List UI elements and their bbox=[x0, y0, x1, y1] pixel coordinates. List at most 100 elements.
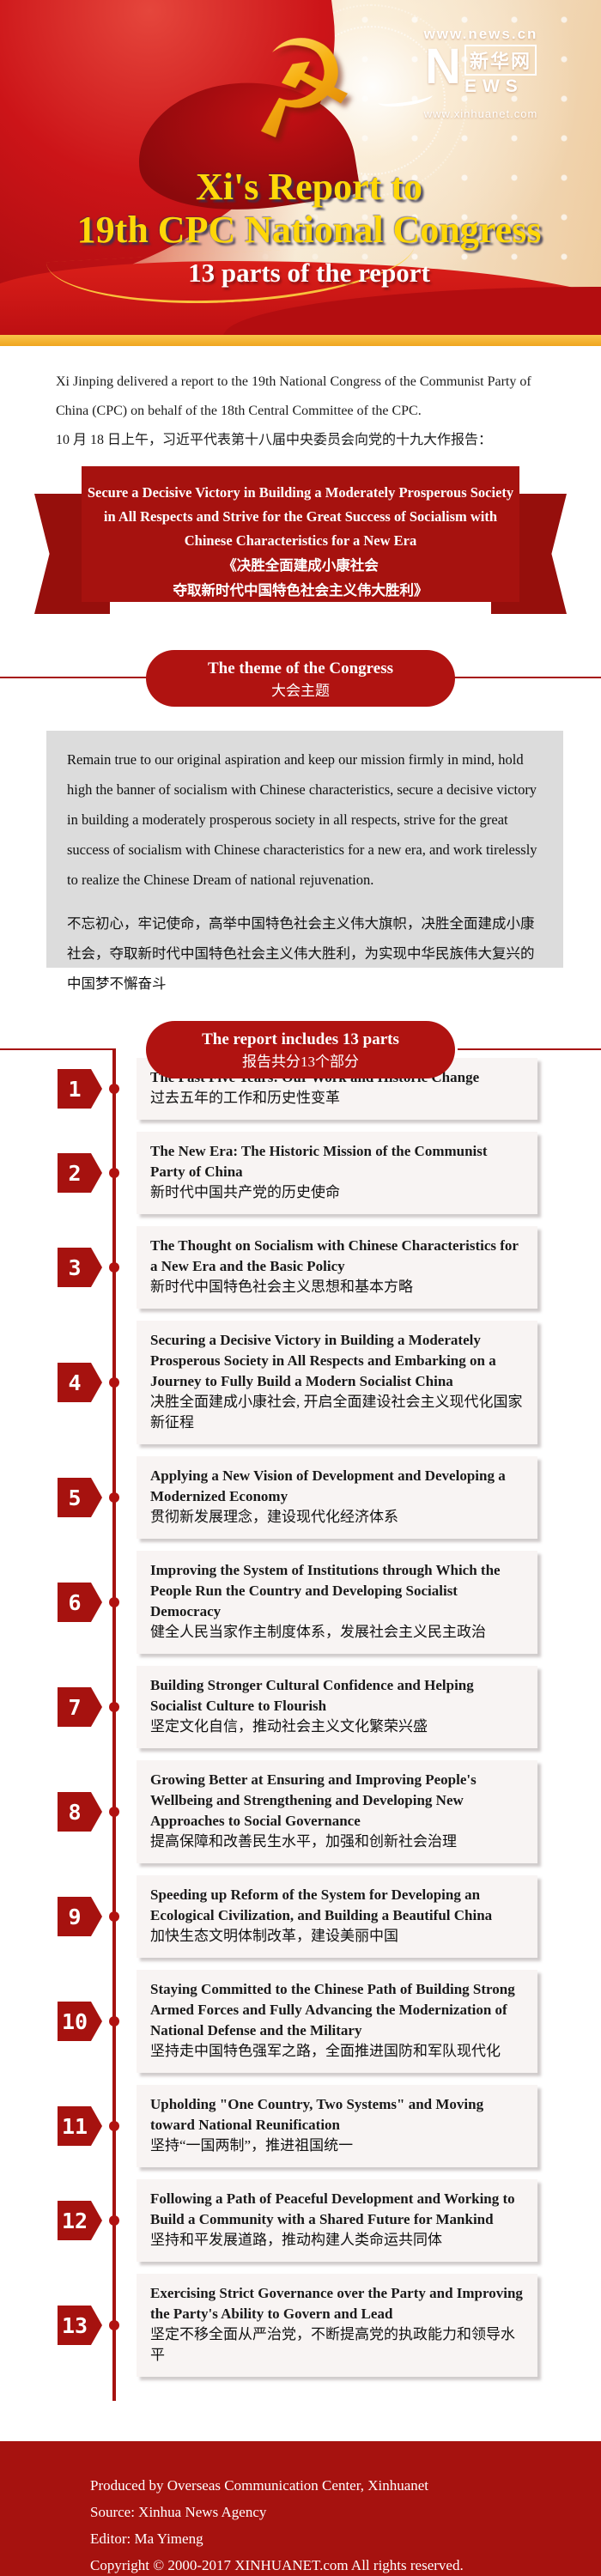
part-title-en: The Thought on Socialism with Chinese Ch… bbox=[150, 1237, 519, 1274]
theme-section-heading: The theme of the Congress 大会主题 bbox=[146, 650, 455, 707]
part-number-badge: 9 bbox=[58, 1897, 102, 1936]
parts-heading-en: The report includes 13 parts bbox=[202, 1030, 399, 1048]
part-title-en: Following a Path of Peaceful Development… bbox=[150, 2190, 515, 2227]
footer-produced-by: Produced by Overseas Communication Cente… bbox=[90, 2477, 429, 2494]
header-banner: ☭ www.news.cn N 新华网 EWS www.xinhuanet.co… bbox=[0, 0, 601, 335]
part-number-badge: 2 bbox=[58, 1153, 102, 1193]
part-title-en: Building Stronger Cultural Confidence an… bbox=[150, 1677, 474, 1714]
part-number: 6 bbox=[68, 1589, 82, 1615]
timeline-dot bbox=[109, 1702, 119, 1712]
part-number: 4 bbox=[68, 1370, 82, 1395]
intro-text-cn: 10 月 18 日上午，习近平代表第十八届中央委员会向党的十九大作报告： bbox=[56, 433, 493, 447]
part-number-badge: 6 bbox=[58, 1583, 102, 1622]
report-parts-list: 1 The Past Five Years: Our Work and Hist… bbox=[0, 1058, 601, 2389]
part-card: Staying Committed to the Chinese Path of… bbox=[137, 1970, 537, 2073]
part-number: 13 bbox=[61, 2312, 88, 2338]
report-part-item: 4 Securing a Decisive Victory in Buildin… bbox=[0, 1321, 601, 1444]
part-card: Building Stronger Cultural Confidence an… bbox=[137, 1666, 537, 1748]
footer-editor: Editor: Ma Yimeng bbox=[90, 2530, 203, 2547]
report-title-cn-line1: 《决胜全面建成小康社会 bbox=[222, 557, 379, 574]
parts-heading-cn: 报告共分13个部分 bbox=[242, 1054, 359, 1070]
gold-divider-band bbox=[0, 335, 601, 346]
part-number-badge: 7 bbox=[58, 1687, 102, 1727]
part-number: 3 bbox=[68, 1255, 82, 1280]
part-card: Improving the System of Institutions thr… bbox=[137, 1551, 537, 1654]
part-card: Exercising Strict Governance over the Pa… bbox=[137, 2274, 537, 2377]
part-title-cn: 过去五年的工作和历史性变革 bbox=[150, 1090, 340, 1106]
part-title-cn: 坚持“一国两制”，推进祖国统一 bbox=[150, 2137, 354, 2154]
part-card: The New Era: The Historic Mission of the… bbox=[137, 1132, 537, 1214]
timeline-spine bbox=[112, 1048, 116, 2401]
intro-block: Xi Jinping delivered a report to the 19t… bbox=[56, 368, 549, 455]
logo-n-letter: N bbox=[425, 39, 461, 94]
footer-copyright: Copyright © 2000-2017 XINHUANET.com All … bbox=[90, 2557, 464, 2573]
parts-section-heading: The report includes 13 parts 报告共分13个部分 bbox=[146, 1021, 455, 1078]
part-title-cn: 新时代中国共产党的历史使命 bbox=[150, 1184, 340, 1200]
report-part-item: 8 Growing Better at Ensuring and Improvi… bbox=[0, 1760, 601, 1863]
part-card: Growing Better at Ensuring and Improving… bbox=[137, 1760, 537, 1863]
part-number: 9 bbox=[68, 1904, 82, 1929]
logo-url-top: www.news.cn bbox=[423, 26, 538, 42]
part-title-cn: 坚持走中国特色强军之路，全面推进国防和军队现代化 bbox=[150, 2043, 501, 2059]
theme-heading-en: The theme of the Congress bbox=[207, 659, 393, 677]
part-title-cn: 加快生态文明体制改革，建设美丽中国 bbox=[150, 1928, 398, 1944]
report-title-cn-line2: 夺取新时代中国特色社会主义伟大胜利》 bbox=[173, 582, 428, 598]
logo-chinese-name: 新华网 bbox=[464, 45, 537, 76]
parts-divider-line-left bbox=[0, 1048, 114, 1050]
report-title-ribbon: Secure a Decisive Victory in Building a … bbox=[0, 466, 601, 617]
parts-divider-line-right bbox=[458, 1048, 601, 1050]
logo-column: 新华网 EWS bbox=[464, 45, 537, 97]
part-title-cn: 提高保障和改善民生水平，加强和创新社会治理 bbox=[150, 1833, 457, 1850]
part-number: 12 bbox=[61, 2208, 88, 2233]
part-number: 2 bbox=[68, 1160, 82, 1186]
timeline-dot bbox=[109, 1084, 119, 1094]
part-title-cn: 坚持和平发展道路，推动构建人类命运共同体 bbox=[150, 2232, 442, 2248]
intro-text-en: Xi Jinping delivered a report to the 19t… bbox=[56, 374, 531, 418]
report-part-item: 9 Speeding up Reform of the System for D… bbox=[0, 1875, 601, 1958]
part-number-badge: 5 bbox=[58, 1478, 102, 1517]
report-part-item: 7 Building Stronger Cultural Confidence … bbox=[0, 1666, 601, 1748]
logo-url-bottom: www.xinhuanet.com bbox=[423, 107, 538, 120]
timeline-dot bbox=[109, 1597, 119, 1607]
part-title-cn: 新时代中国特色社会主义思想和基本方略 bbox=[150, 1279, 413, 1295]
part-title-en: Growing Better at Ensuring and Improving… bbox=[150, 1771, 477, 1829]
part-number-badge: 3 bbox=[58, 1248, 102, 1287]
part-card: Speeding up Reform of the System for Dev… bbox=[137, 1875, 537, 1958]
timeline-dot bbox=[109, 2215, 119, 2226]
timeline-dot bbox=[109, 1377, 119, 1388]
timeline-dot bbox=[109, 2121, 119, 2131]
timeline-dot bbox=[109, 2016, 119, 2026]
part-number-badge: 1 bbox=[58, 1069, 102, 1109]
footer: Produced by Overseas Communication Cente… bbox=[0, 2441, 601, 2576]
theme-body-cn: 不忘初心，牢记使命，高举中国特色社会主义伟大旗帜，决胜全面建成小康社会，夺取新时… bbox=[67, 915, 535, 992]
part-number: 10 bbox=[61, 2008, 88, 2034]
part-title-en: Staying Committed to the Chinese Path of… bbox=[150, 1981, 515, 2038]
report-part-item: 5 Applying a New Vision of Development a… bbox=[0, 1456, 601, 1539]
part-card: Securing a Decisive Victory in Building … bbox=[137, 1321, 537, 1444]
timeline-dot bbox=[109, 1492, 119, 1503]
part-number: 5 bbox=[68, 1485, 82, 1510]
part-title-en: The New Era: The Historic Mission of the… bbox=[150, 1143, 488, 1180]
page-subtitle: 13 parts of the report bbox=[188, 258, 430, 288]
part-card: Applying a New Vision of Development and… bbox=[137, 1456, 537, 1539]
theme-body-en: Remain true to our original aspiration a… bbox=[67, 751, 537, 888]
report-part-item: 13 Exercising Strict Governance over the… bbox=[0, 2274, 601, 2377]
page-title-line1: Xi's Report to bbox=[196, 166, 422, 208]
page-title-line2: 19th CPC National Congress bbox=[76, 209, 542, 251]
part-title-en: Exercising Strict Governance over the Pa… bbox=[150, 2285, 523, 2322]
part-number: 8 bbox=[68, 1799, 82, 1825]
report-part-item: 2 The New Era: The Historic Mission of t… bbox=[0, 1132, 601, 1214]
report-part-item: 10 Staying Committed to the Chinese Path… bbox=[0, 1970, 601, 2073]
report-title-en: Secure a Decisive Victory in Building a … bbox=[87, 484, 514, 549]
timeline-dot bbox=[109, 1262, 119, 1273]
report-part-item: 12 Following a Path of Peaceful Developm… bbox=[0, 2179, 601, 2262]
part-title-en: Improving the System of Institutions thr… bbox=[150, 1562, 501, 1619]
part-number-badge: 8 bbox=[58, 1792, 102, 1832]
part-number-badge: 10 bbox=[58, 2002, 102, 2041]
ribbon-body: Secure a Decisive Victory in Building a … bbox=[82, 466, 519, 602]
timeline-dot bbox=[109, 1911, 119, 1922]
part-title-cn: 坚定不移全面从严治党，不断提高党的执政能力和领导水平 bbox=[150, 2326, 515, 2363]
report-part-item: 3 The Thought on Socialism with Chinese … bbox=[0, 1226, 601, 1309]
part-number: 7 bbox=[68, 1694, 82, 1720]
